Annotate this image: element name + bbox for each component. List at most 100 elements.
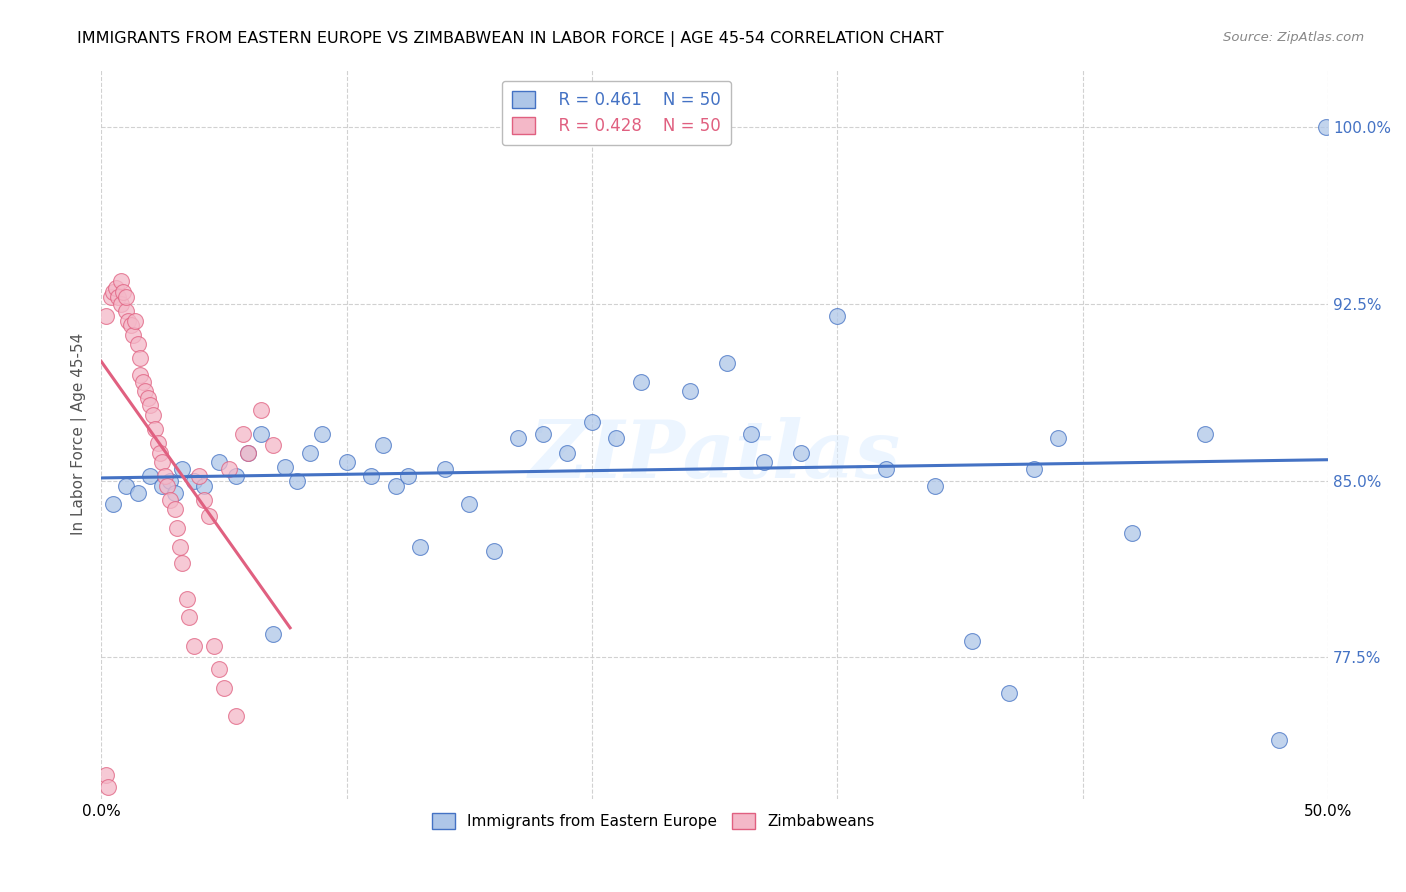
Point [581,415,603,429]
Point [152,478,174,492]
Point [752,455,775,469]
Point [94,768,117,782]
Point [153,469,176,483]
Point [335,455,357,469]
Point [218,462,240,476]
Point [232,426,254,441]
Point [531,426,554,441]
Point [249,403,271,417]
Point [129,368,152,382]
Point [110,274,132,288]
Point [124,313,146,327]
Point [789,445,811,459]
Point [146,436,169,450]
Point [605,431,627,445]
Point [176,591,198,606]
Point [508,431,530,445]
Point [183,639,205,653]
Point [1022,462,1045,476]
Y-axis label: In Labor Force | Age 45-54: In Labor Force | Age 45-54 [72,333,87,535]
Text: Source: ZipAtlas.com: Source: ZipAtlas.com [1223,31,1364,45]
Point [274,459,297,474]
Point [159,492,181,507]
Point [262,438,284,452]
Point [104,280,127,294]
Point [212,681,235,695]
Point [159,474,181,488]
Point [97,780,120,794]
Point [482,544,505,558]
Text: ZIPatlas: ZIPatlas [529,417,901,494]
Point [1047,431,1070,445]
Point [1268,733,1291,747]
Point [122,327,145,342]
Point [100,290,122,304]
Point [172,556,194,570]
Point [94,309,117,323]
Point [962,634,984,648]
Point [740,426,762,441]
Point [120,318,142,333]
Point [129,351,152,366]
Point [433,462,456,476]
Point [107,290,129,304]
Point [103,285,125,300]
Point [458,497,481,511]
Point [112,285,135,300]
Point [238,445,260,459]
Point [136,392,159,406]
Point [208,662,231,676]
Point [262,627,284,641]
Point [114,478,136,492]
Point [132,375,155,389]
Point [139,398,162,412]
Point [114,290,136,304]
Point [298,445,321,459]
Point [396,469,419,483]
Point [249,426,271,441]
Point [114,304,136,318]
Point [1121,525,1143,540]
Point [143,422,166,436]
Point [193,492,215,507]
Point [311,426,333,441]
Point [373,438,395,452]
Point [172,462,194,476]
Point [827,309,849,323]
Point [238,445,260,459]
Point [384,478,406,492]
Legend: Immigrants from Eastern Europe, Zimbabweans: Immigrants from Eastern Europe, Zimbabwe… [426,806,882,835]
Point [1315,120,1337,135]
Point [152,455,174,469]
Point [163,485,186,500]
Point [103,497,125,511]
Point [630,375,652,389]
Point [188,469,211,483]
Point [225,469,247,483]
Point [924,478,946,492]
Point [127,337,149,351]
Point [287,474,309,488]
Point [127,485,149,500]
Point [142,408,165,422]
Point [198,509,221,524]
Point [117,313,139,327]
Point [179,610,201,624]
Point [557,445,579,459]
Point [149,445,172,459]
Point [183,474,205,488]
Point [875,462,897,476]
Point [679,384,702,399]
Point [139,469,162,483]
Point [169,540,191,554]
Point [110,297,132,311]
Point [409,540,432,554]
Point [156,478,179,492]
Point [166,521,188,535]
Point [360,469,382,483]
Point [225,709,247,723]
Point [193,478,215,492]
Point [163,502,186,516]
Point [134,384,156,399]
Text: IMMIGRANTS FROM EASTERN EUROPE VS ZIMBABWEAN IN LABOR FORCE | AGE 45-54 CORRELAT: IMMIGRANTS FROM EASTERN EUROPE VS ZIMBAB… [77,31,943,47]
